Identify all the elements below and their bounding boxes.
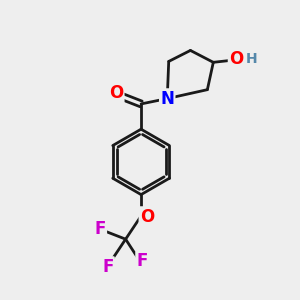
Text: F: F (94, 220, 106, 238)
Text: F: F (136, 253, 148, 271)
Text: F: F (102, 257, 113, 275)
Text: O: O (140, 208, 154, 226)
Text: H: H (246, 52, 258, 66)
Text: O: O (109, 84, 123, 102)
Text: O: O (229, 50, 243, 68)
Text: N: N (160, 90, 174, 108)
